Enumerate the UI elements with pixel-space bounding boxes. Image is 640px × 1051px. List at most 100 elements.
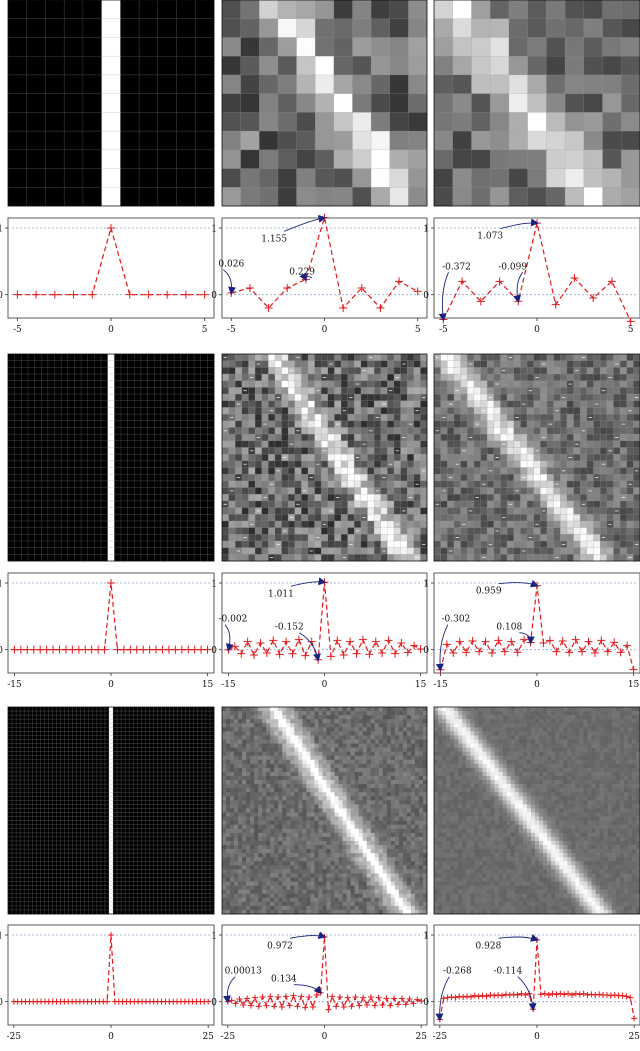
heatmap-cell — [321, 454, 329, 462]
heatmap-cell — [157, 715, 162, 720]
heatmap-cell — [180, 454, 188, 462]
heatmap-cell — [72, 719, 77, 724]
heatmap-cell — [194, 407, 202, 415]
heatmap-cell — [61, 480, 69, 488]
heatmap-cell — [205, 731, 211, 736]
heatmap-cell — [60, 784, 65, 789]
heatmap-cell — [600, 374, 608, 382]
heatmap-cell — [507, 467, 515, 475]
heatmap-cell — [434, 487, 441, 495]
heatmap-cell — [573, 387, 581, 395]
heatmap-cell — [127, 460, 135, 468]
heatmap-cell — [139, 56, 159, 76]
heatmap-cell — [301, 534, 309, 542]
heatmap-cell — [288, 400, 296, 408]
heatmap-cell — [374, 427, 382, 435]
heatmap-cell — [54, 360, 62, 368]
heatmap-cell — [134, 507, 142, 515]
heatmap-cell — [157, 56, 177, 76]
heatmap-cell — [268, 374, 276, 382]
heatmap-cell — [228, 387, 236, 395]
heatmap-cell — [447, 360, 455, 368]
heatmap-cell — [606, 400, 614, 408]
heatmap-cell — [8, 93, 28, 113]
heatmap-cell — [493, 407, 501, 415]
heatmap-cell — [20, 776, 25, 781]
heatmap-cell — [566, 440, 574, 448]
heatmap-cell — [400, 374, 408, 382]
heatmap-cell — [334, 360, 342, 368]
data-point — [458, 277, 467, 286]
heatmap-cell — [380, 494, 388, 502]
heatmap-cell — [546, 500, 554, 508]
heatmap-cell — [347, 474, 355, 482]
heatmap-cell — [8, 719, 13, 724]
heatmap-cell — [180, 514, 188, 522]
heatmap-cell — [200, 554, 208, 562]
heatmap-cell — [360, 474, 368, 482]
heatmap-cell — [626, 460, 634, 468]
heatmap-cell — [197, 759, 203, 765]
heatmap-cell — [177, 723, 182, 728]
heatmap-cell — [593, 374, 601, 382]
heatmap-cell — [434, 420, 441, 428]
heatmap-cell — [387, 494, 395, 502]
annotation-label: -0.302 — [441, 615, 470, 625]
heatmap-cell — [527, 394, 534, 402]
heatmap-cell — [341, 394, 348, 402]
heatmap-cell — [347, 454, 355, 462]
heatmap-cell — [21, 480, 29, 488]
heatmap-cell — [341, 420, 348, 428]
heatmap-cell — [235, 387, 243, 395]
heatmap-cell — [580, 367, 588, 375]
heatmap-cell — [189, 707, 195, 712]
heatmap-cell — [80, 711, 86, 716]
heatmap-cell — [165, 719, 170, 724]
heatmap-cell — [8, 427, 15, 435]
data-point — [269, 636, 278, 645]
heatmap-cell — [133, 719, 138, 724]
heatmap-cell — [420, 527, 428, 535]
heatmap-cell — [540, 554, 548, 562]
heatmap-cell — [34, 540, 42, 548]
heatmap-cell — [347, 494, 355, 502]
heatmap-cell — [467, 414, 475, 422]
heatmap-cell — [500, 534, 508, 542]
heatmap-cell — [540, 394, 548, 402]
heatmap-cell — [209, 711, 215, 716]
heatmap-cell — [187, 420, 195, 428]
heatmap-cell — [546, 131, 566, 151]
heatmap-cell — [127, 400, 135, 408]
heatmap-cell — [74, 480, 82, 488]
heatmap-cell — [413, 427, 421, 435]
heatmap-cell — [194, 374, 202, 382]
heatmap-cell — [113, 755, 118, 761]
heatmap-cell — [413, 387, 421, 395]
heatmap-cell — [420, 414, 428, 422]
heatmap-cell — [180, 447, 188, 455]
heatmap-cell — [117, 731, 122, 736]
data-point — [339, 651, 348, 659]
heatmap-cell — [45, 131, 65, 151]
heatmap-cell — [8, 56, 28, 76]
heatmap-cell — [74, 527, 82, 535]
heatmap-cell — [52, 763, 57, 769]
heatmap-cell — [341, 367, 348, 375]
heatmap-cell — [145, 767, 150, 773]
heatmap-cell — [27, 394, 35, 402]
heatmap-cell — [68, 751, 73, 757]
heatmap-cell — [277, 131, 297, 151]
heatmap-cell — [400, 380, 408, 388]
heatmap-cell — [16, 739, 21, 744]
heatmap-cell — [48, 788, 53, 793]
heatmap-cell — [241, 474, 249, 482]
heatmap-cell — [407, 354, 415, 361]
heatmap-cell — [600, 487, 608, 495]
heatmap-cell — [487, 400, 495, 408]
heatmap-cell — [27, 534, 35, 542]
annotation-label: -0.152 — [275, 623, 304, 633]
heatmap-cell — [169, 715, 174, 720]
heatmap-cell — [181, 784, 187, 789]
data-point — [88, 290, 97, 299]
heatmap-cell — [205, 707, 211, 712]
